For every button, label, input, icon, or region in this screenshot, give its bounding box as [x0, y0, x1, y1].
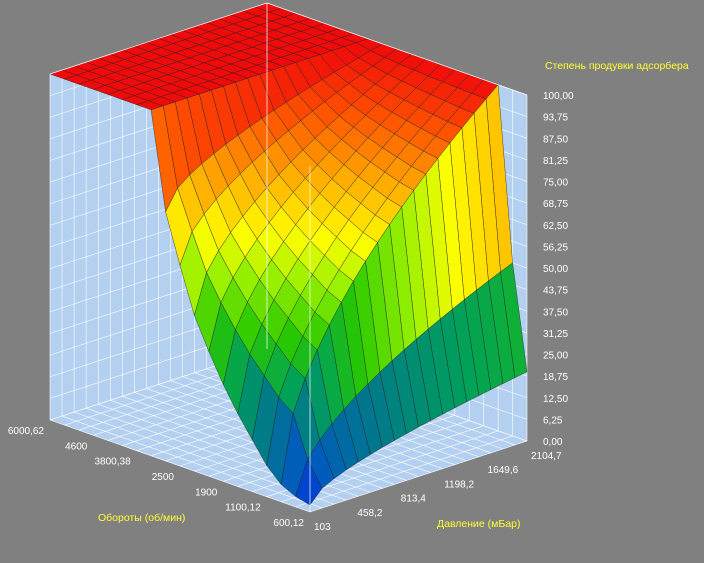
- x-tick-label: 3800,38: [95, 457, 132, 468]
- x-axis-title: Обороты (об/мин): [98, 512, 185, 524]
- box-edge: [49, 2, 268, 75]
- y-tick-label: 1198,2: [444, 479, 474, 490]
- y-axis-title: Давление (мБар): [437, 518, 520, 530]
- z-tick-label: 75,00: [543, 178, 568, 189]
- surface-mesh: [49, 2, 528, 506]
- z-tick-label: 100,00: [543, 91, 574, 102]
- z-tick-label: 12,50: [543, 394, 568, 405]
- box-edge: [266, 2, 528, 96]
- z-tick-label: 25,00: [543, 351, 568, 362]
- z-tick-label: 56,25: [543, 242, 568, 253]
- x-tick-label: 2500: [152, 472, 175, 483]
- y-tick-label: 103: [314, 522, 331, 533]
- x-tick-label: 4600: [65, 441, 88, 452]
- z-tick-label: 62,50: [543, 221, 568, 232]
- z-tick-label: 43,75: [543, 286, 568, 297]
- z-tick-label: 93,75: [543, 113, 568, 124]
- z-axis-title: Степень продувки адсорбера: [545, 60, 689, 72]
- y-tick-label: 2104,7: [531, 451, 562, 462]
- grid-line: [49, 419, 311, 513]
- z-tick-label: 0,00: [543, 437, 563, 448]
- z-tick-label: 87,50: [543, 134, 568, 145]
- x-tick-label: 6000,62: [8, 426, 45, 437]
- box-edges: [49, 2, 528, 512]
- x-tick-label: 600,12: [273, 518, 304, 529]
- z-tick-label: 37,50: [543, 307, 568, 318]
- z-tick-label: 50,00: [543, 264, 568, 275]
- x-tick-label: 1900: [195, 487, 218, 498]
- z-tick-label: 31,25: [543, 329, 568, 340]
- surface-patch: [295, 458, 323, 506]
- x-tick-label: 1100,12: [225, 503, 261, 514]
- z-tick-label: 81,25: [543, 156, 568, 167]
- z-tick-label: 6,25: [543, 415, 563, 426]
- y-tick-label: 813,4: [401, 494, 426, 505]
- y-tick-label: 1649,6: [488, 465, 519, 476]
- z-tick-label: 68,75: [543, 199, 568, 210]
- grid-line: [61, 415, 323, 509]
- z-tick-label: 18,75: [543, 372, 568, 383]
- tick-labels: 100,00 93,75 87,50 81,25 75,00 68,75 62,50 56,2…: [8, 91, 574, 533]
- y-tick-label: 458,2: [357, 508, 382, 519]
